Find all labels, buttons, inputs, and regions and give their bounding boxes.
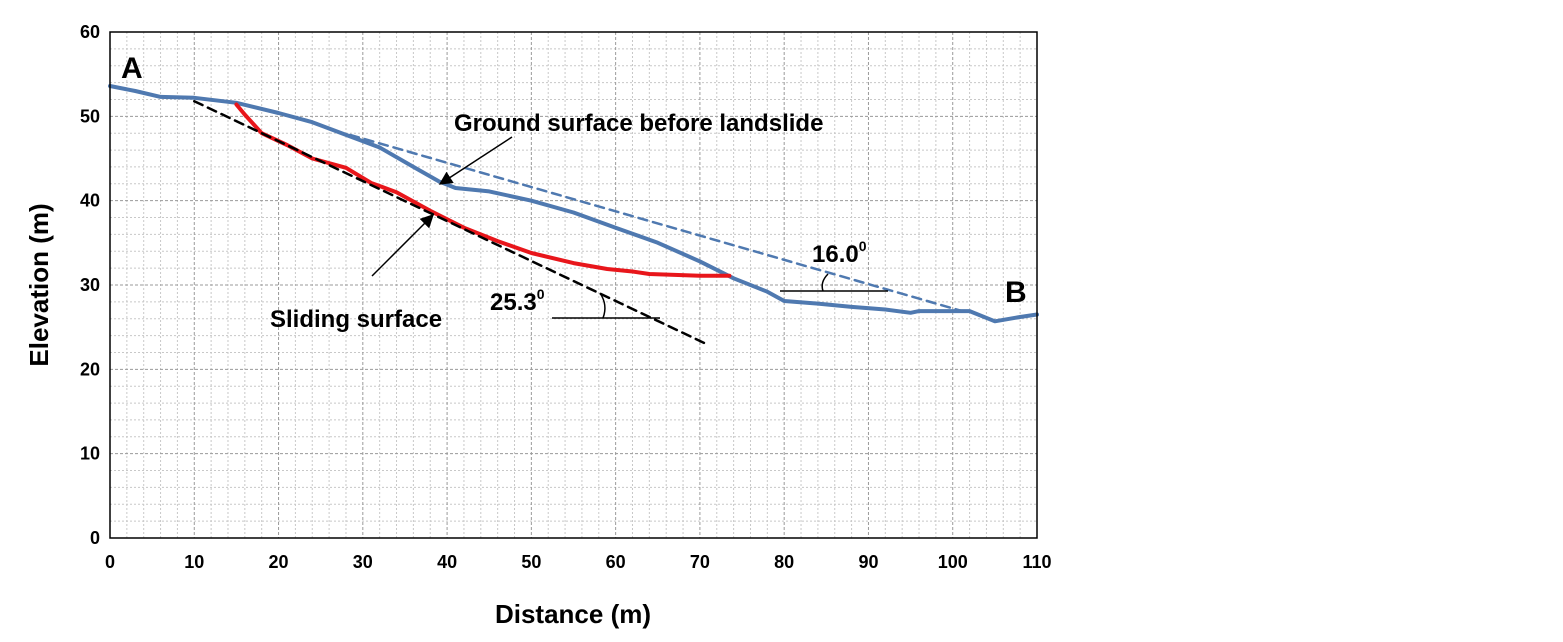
series-sliding-trend-line [193,99,710,347]
y-tick-label: 10 [80,444,100,464]
x-tick-label: 30 [353,552,373,572]
x-tick-label: 50 [521,552,541,572]
x-tick-label: 0 [105,552,115,572]
x-tick-label: 110 [1022,552,1051,572]
angle-sliding-value: 25.3 [490,289,537,316]
y-tick-labels: 0 10 20 30 40 50 60 [80,22,100,548]
angle-ground-arc [821,273,829,292]
y-tick-label: 20 [80,359,100,379]
point-b-label: B [1005,276,1027,309]
y-tick-label: 0 [90,528,100,548]
y-tick-label: 50 [80,106,100,126]
plot-border [109,31,1038,539]
sliding-surface-arrow [371,214,434,277]
point-a-label: A [121,52,143,85]
x-tick-label: 90 [858,552,878,572]
angle-sliding-arc [599,292,606,319]
x-tick-label: 10 [184,552,204,572]
sliding-surface-label: Sliding surface [270,306,442,333]
y-tick-label: 60 [80,22,100,42]
x-tick-label: 80 [774,552,794,572]
angle-sliding-label: 25.30 [490,286,545,316]
angle-ground-value: 16.0 [812,241,859,268]
series-ground-line [108,84,1039,324]
x-tick-label: 60 [606,552,626,572]
angle-ground-label: 16.00 [812,238,867,268]
angle-sliding-degree: 0 [537,286,545,302]
x-tick-label: 100 [938,552,968,572]
x-tick-labels: 0 10 20 30 40 50 60 70 80 90 100 110 [105,552,1052,572]
x-tick-label: 70 [690,552,710,572]
x-tick-label: 40 [437,552,457,572]
series-sliding-line [234,102,732,278]
x-axis-title: Distance (m) [495,599,651,629]
y-tick-label: 40 [80,191,100,211]
ground-before-label: Ground surface before landslide [454,110,823,137]
angle-ground-degree: 0 [859,238,867,254]
x-tick-label: 20 [269,552,289,572]
y-tick-label: 30 [80,275,100,295]
series-ground-before-line [348,133,967,314]
y-axis-title: Elevation (m) [24,203,54,366]
ground-before-arrow [438,136,513,185]
series-layer [108,84,1039,347]
